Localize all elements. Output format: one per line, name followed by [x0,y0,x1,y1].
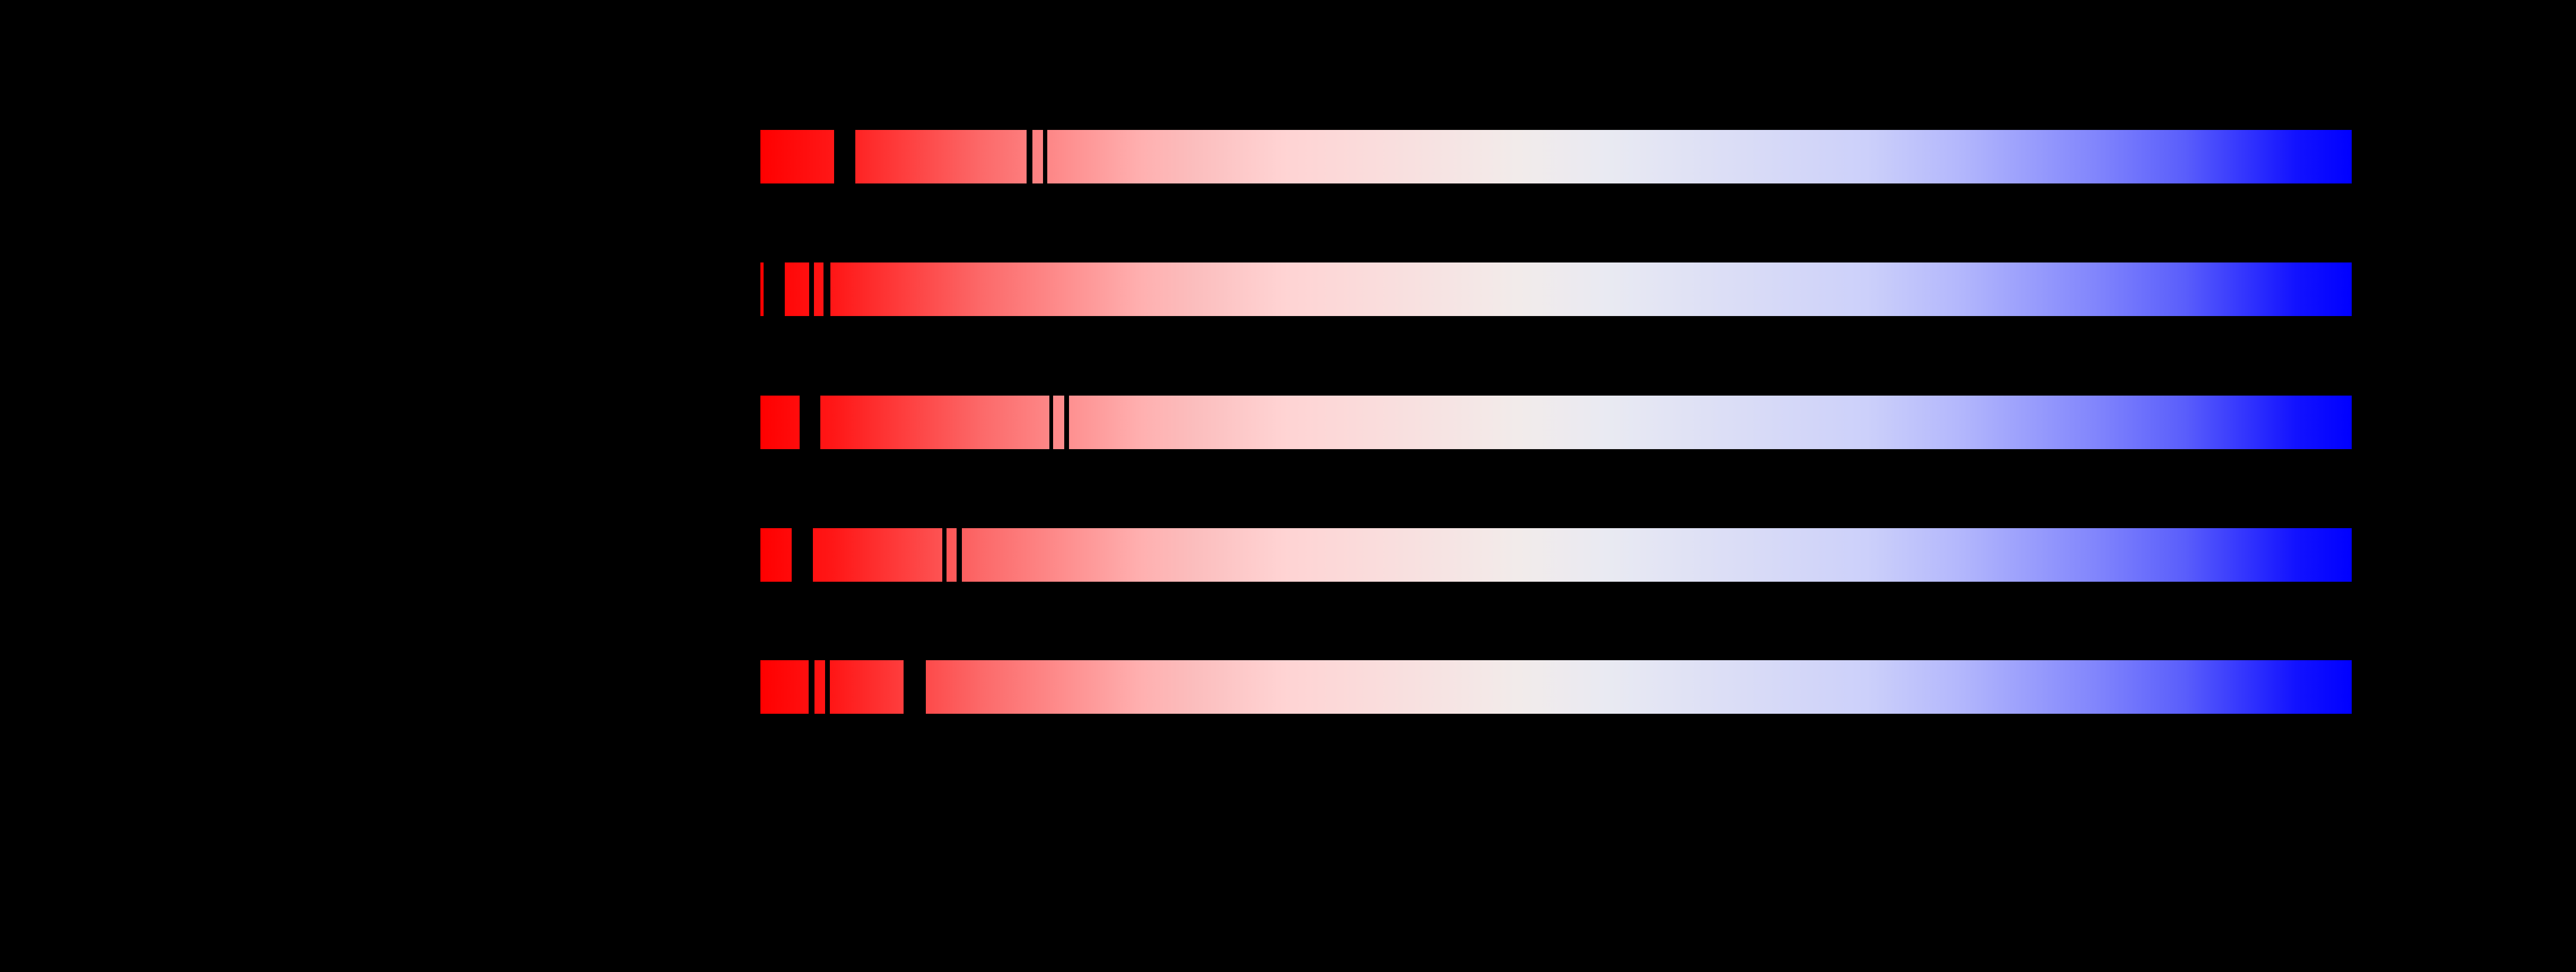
black-tick-mark [1064,396,1069,449]
black-tick-mark [834,130,855,183]
gradient-bar-4 [760,528,2352,582]
black-tick-mark [957,528,962,582]
gradient-bar-5 [760,660,2352,714]
black-tick-mark [1027,130,1032,183]
black-tick-mark [942,528,947,582]
black-tick-mark [809,660,814,714]
gradient-bar-2 [760,262,2352,316]
gradient-bar-1 [760,130,2352,183]
black-tick-mark [904,660,926,714]
black-tick-mark [1043,130,1047,183]
black-tick-mark [792,528,813,582]
black-tick-mark [1049,396,1053,449]
black-tick-mark [764,262,785,316]
black-tick-mark [809,262,814,316]
black-tick-mark [800,396,820,449]
black-tick-mark [825,660,830,714]
gradient-bar-3 [760,396,2352,449]
black-tick-mark [823,262,830,316]
